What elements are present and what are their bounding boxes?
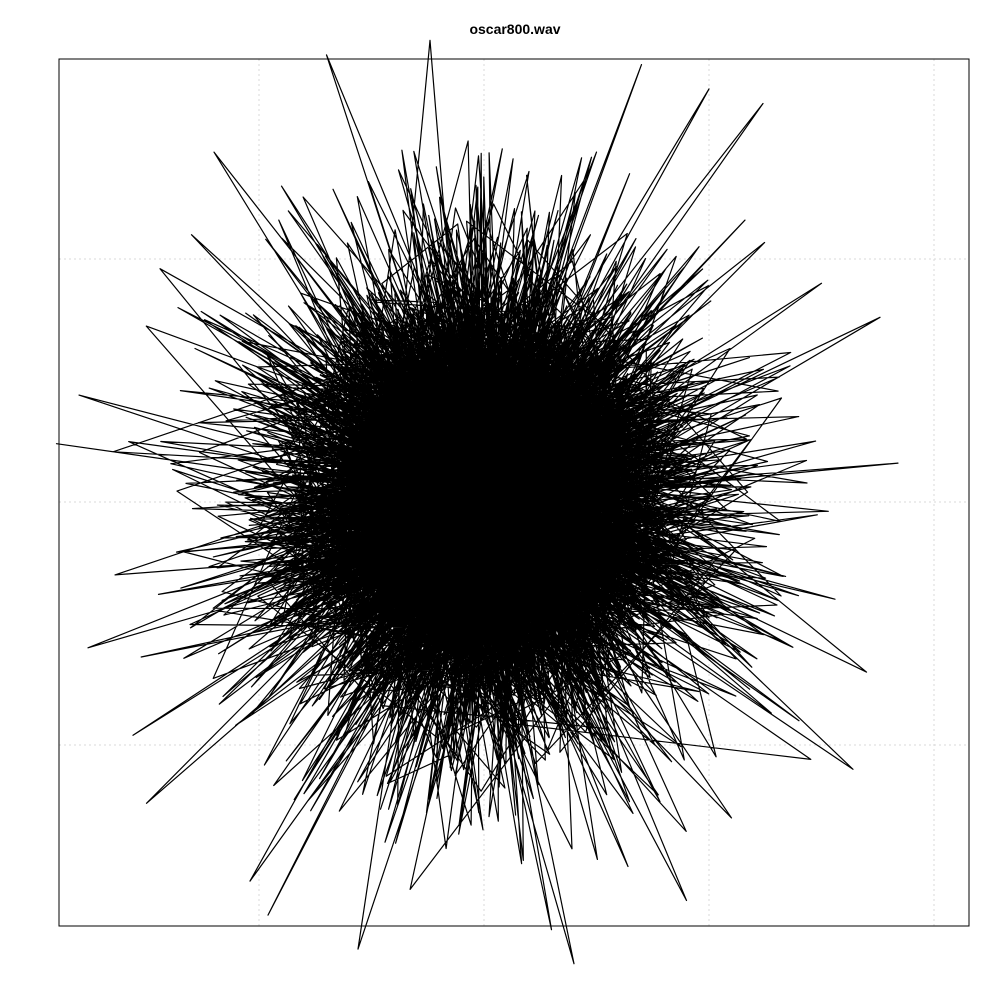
plot-frame: [58, 58, 970, 927]
chart-title: oscar800.wav: [469, 21, 561, 37]
series-line: [55, 39, 899, 965]
series-layer: [55, 39, 899, 965]
